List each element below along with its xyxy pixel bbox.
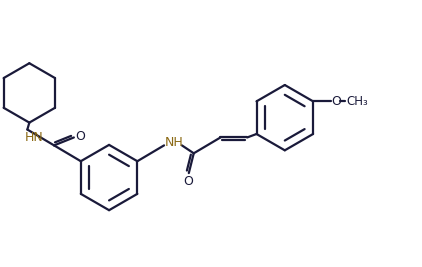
Text: O: O [75,130,85,143]
Text: HN: HN [24,131,43,144]
Text: O: O [183,175,193,187]
Text: NH: NH [165,136,183,149]
Text: O: O [331,95,341,108]
Text: CH₃: CH₃ [347,95,368,108]
